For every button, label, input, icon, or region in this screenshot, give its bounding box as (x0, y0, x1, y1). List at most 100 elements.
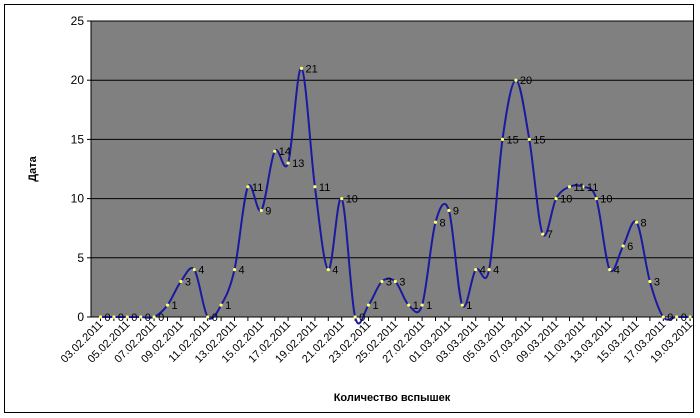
data-point (407, 303, 411, 307)
data-point (326, 268, 330, 272)
data-label: 11 (319, 182, 330, 194)
data-label: 10 (560, 194, 572, 206)
data-label: 15 (507, 134, 519, 146)
data-label: 4 (198, 265, 204, 277)
data-point (581, 185, 585, 189)
data-point (474, 268, 478, 272)
data-label: 0 (359, 312, 365, 324)
data-point (500, 137, 505, 141)
data-point (273, 149, 277, 153)
data-label: 1 (172, 300, 178, 312)
data-label: 0 (105, 312, 111, 324)
data-point (380, 279, 384, 284)
data-point (648, 279, 652, 284)
y-tick-label: 5 (77, 251, 84, 265)
data-label: 0 (131, 312, 137, 324)
data-point (447, 208, 451, 213)
data-label: 20 (520, 75, 532, 87)
y-tick-label: 15 (71, 132, 85, 146)
data-label: 4 (480, 265, 486, 277)
data-point (433, 220, 438, 224)
data-point (299, 66, 304, 70)
data-label: 3 (386, 276, 392, 288)
data-point (232, 268, 237, 272)
data-label: 4 (239, 265, 245, 277)
data-label: 1 (225, 300, 231, 312)
data-point (420, 303, 424, 307)
data-point (594, 197, 598, 201)
data-label: 6 (627, 241, 633, 253)
data-point (139, 315, 143, 319)
data-point (192, 268, 196, 272)
data-point (259, 208, 263, 213)
data-point (246, 185, 250, 189)
data-point (487, 268, 491, 272)
data-label: 10 (600, 194, 612, 206)
data-point (541, 232, 545, 236)
plot-area (90, 20, 695, 318)
y-axis-ticks: 0 5 10 15 20 25 (71, 14, 91, 324)
data-label: 3 (654, 276, 660, 288)
data-point (112, 315, 116, 319)
data-label: 11 (574, 182, 585, 194)
data-point (567, 185, 572, 189)
data-label: 9 (265, 205, 271, 217)
data-label: 8 (641, 217, 647, 229)
data-point (125, 315, 129, 319)
data-label: 10 (346, 194, 358, 206)
data-point (688, 315, 692, 319)
y-tick-label: 20 (71, 73, 85, 87)
data-point (608, 268, 612, 272)
data-point (621, 244, 625, 248)
data-point (661, 315, 665, 319)
data-point (554, 197, 558, 201)
data-point (460, 303, 464, 307)
data-point (634, 220, 639, 224)
data-label: 0 (158, 312, 164, 324)
data-point (179, 279, 183, 284)
data-label: 0 (667, 312, 673, 324)
data-label: 3 (185, 276, 191, 288)
data-label: 0 (681, 312, 687, 324)
x-axis-title: Количество вспышек (334, 392, 451, 404)
data-point (165, 303, 170, 307)
data-point (340, 197, 344, 201)
data-point (353, 315, 357, 319)
data-label: 4 (493, 265, 499, 277)
data-label: 8 (440, 217, 446, 229)
x-axis-ticks: 03.02.201105.02.201107.02.201109.02.2011… (59, 317, 695, 365)
data-label: 9 (453, 205, 459, 217)
y-tick-label: 25 (71, 14, 85, 28)
data-label: 0 (212, 312, 218, 324)
data-point (514, 78, 518, 82)
data-label: 7 (547, 229, 553, 241)
data-label: 13 (292, 158, 304, 170)
chart-frame: 0 5 10 15 20 25 03.02.2011 05.02.2011 07.02.201… (4, 4, 700, 413)
data-label: 21 (306, 63, 318, 75)
data-label: 4 (614, 265, 620, 277)
data-label: 11 (587, 182, 598, 194)
data-point (393, 279, 397, 284)
data-label: 1 (426, 300, 432, 312)
data-point (98, 315, 103, 319)
data-point (366, 303, 371, 307)
data-point (313, 185, 317, 189)
data-label: 4 (332, 265, 338, 277)
data-label: 11 (252, 182, 263, 194)
data-label: 15 (533, 134, 545, 146)
data-label: 14 (279, 146, 291, 158)
data-point (206, 315, 210, 319)
data-point (675, 315, 679, 319)
data-point (527, 137, 531, 141)
data-label: 1 (373, 300, 379, 312)
data-point (219, 303, 223, 307)
data-label: 0 (118, 312, 124, 324)
data-point (152, 315, 156, 319)
data-label: 1 (466, 300, 472, 312)
data-label: 3 (399, 276, 405, 288)
data-label: 1 (413, 300, 419, 312)
y-tick-label: 10 (71, 192, 85, 206)
y-axis-title: Дата (27, 155, 39, 181)
